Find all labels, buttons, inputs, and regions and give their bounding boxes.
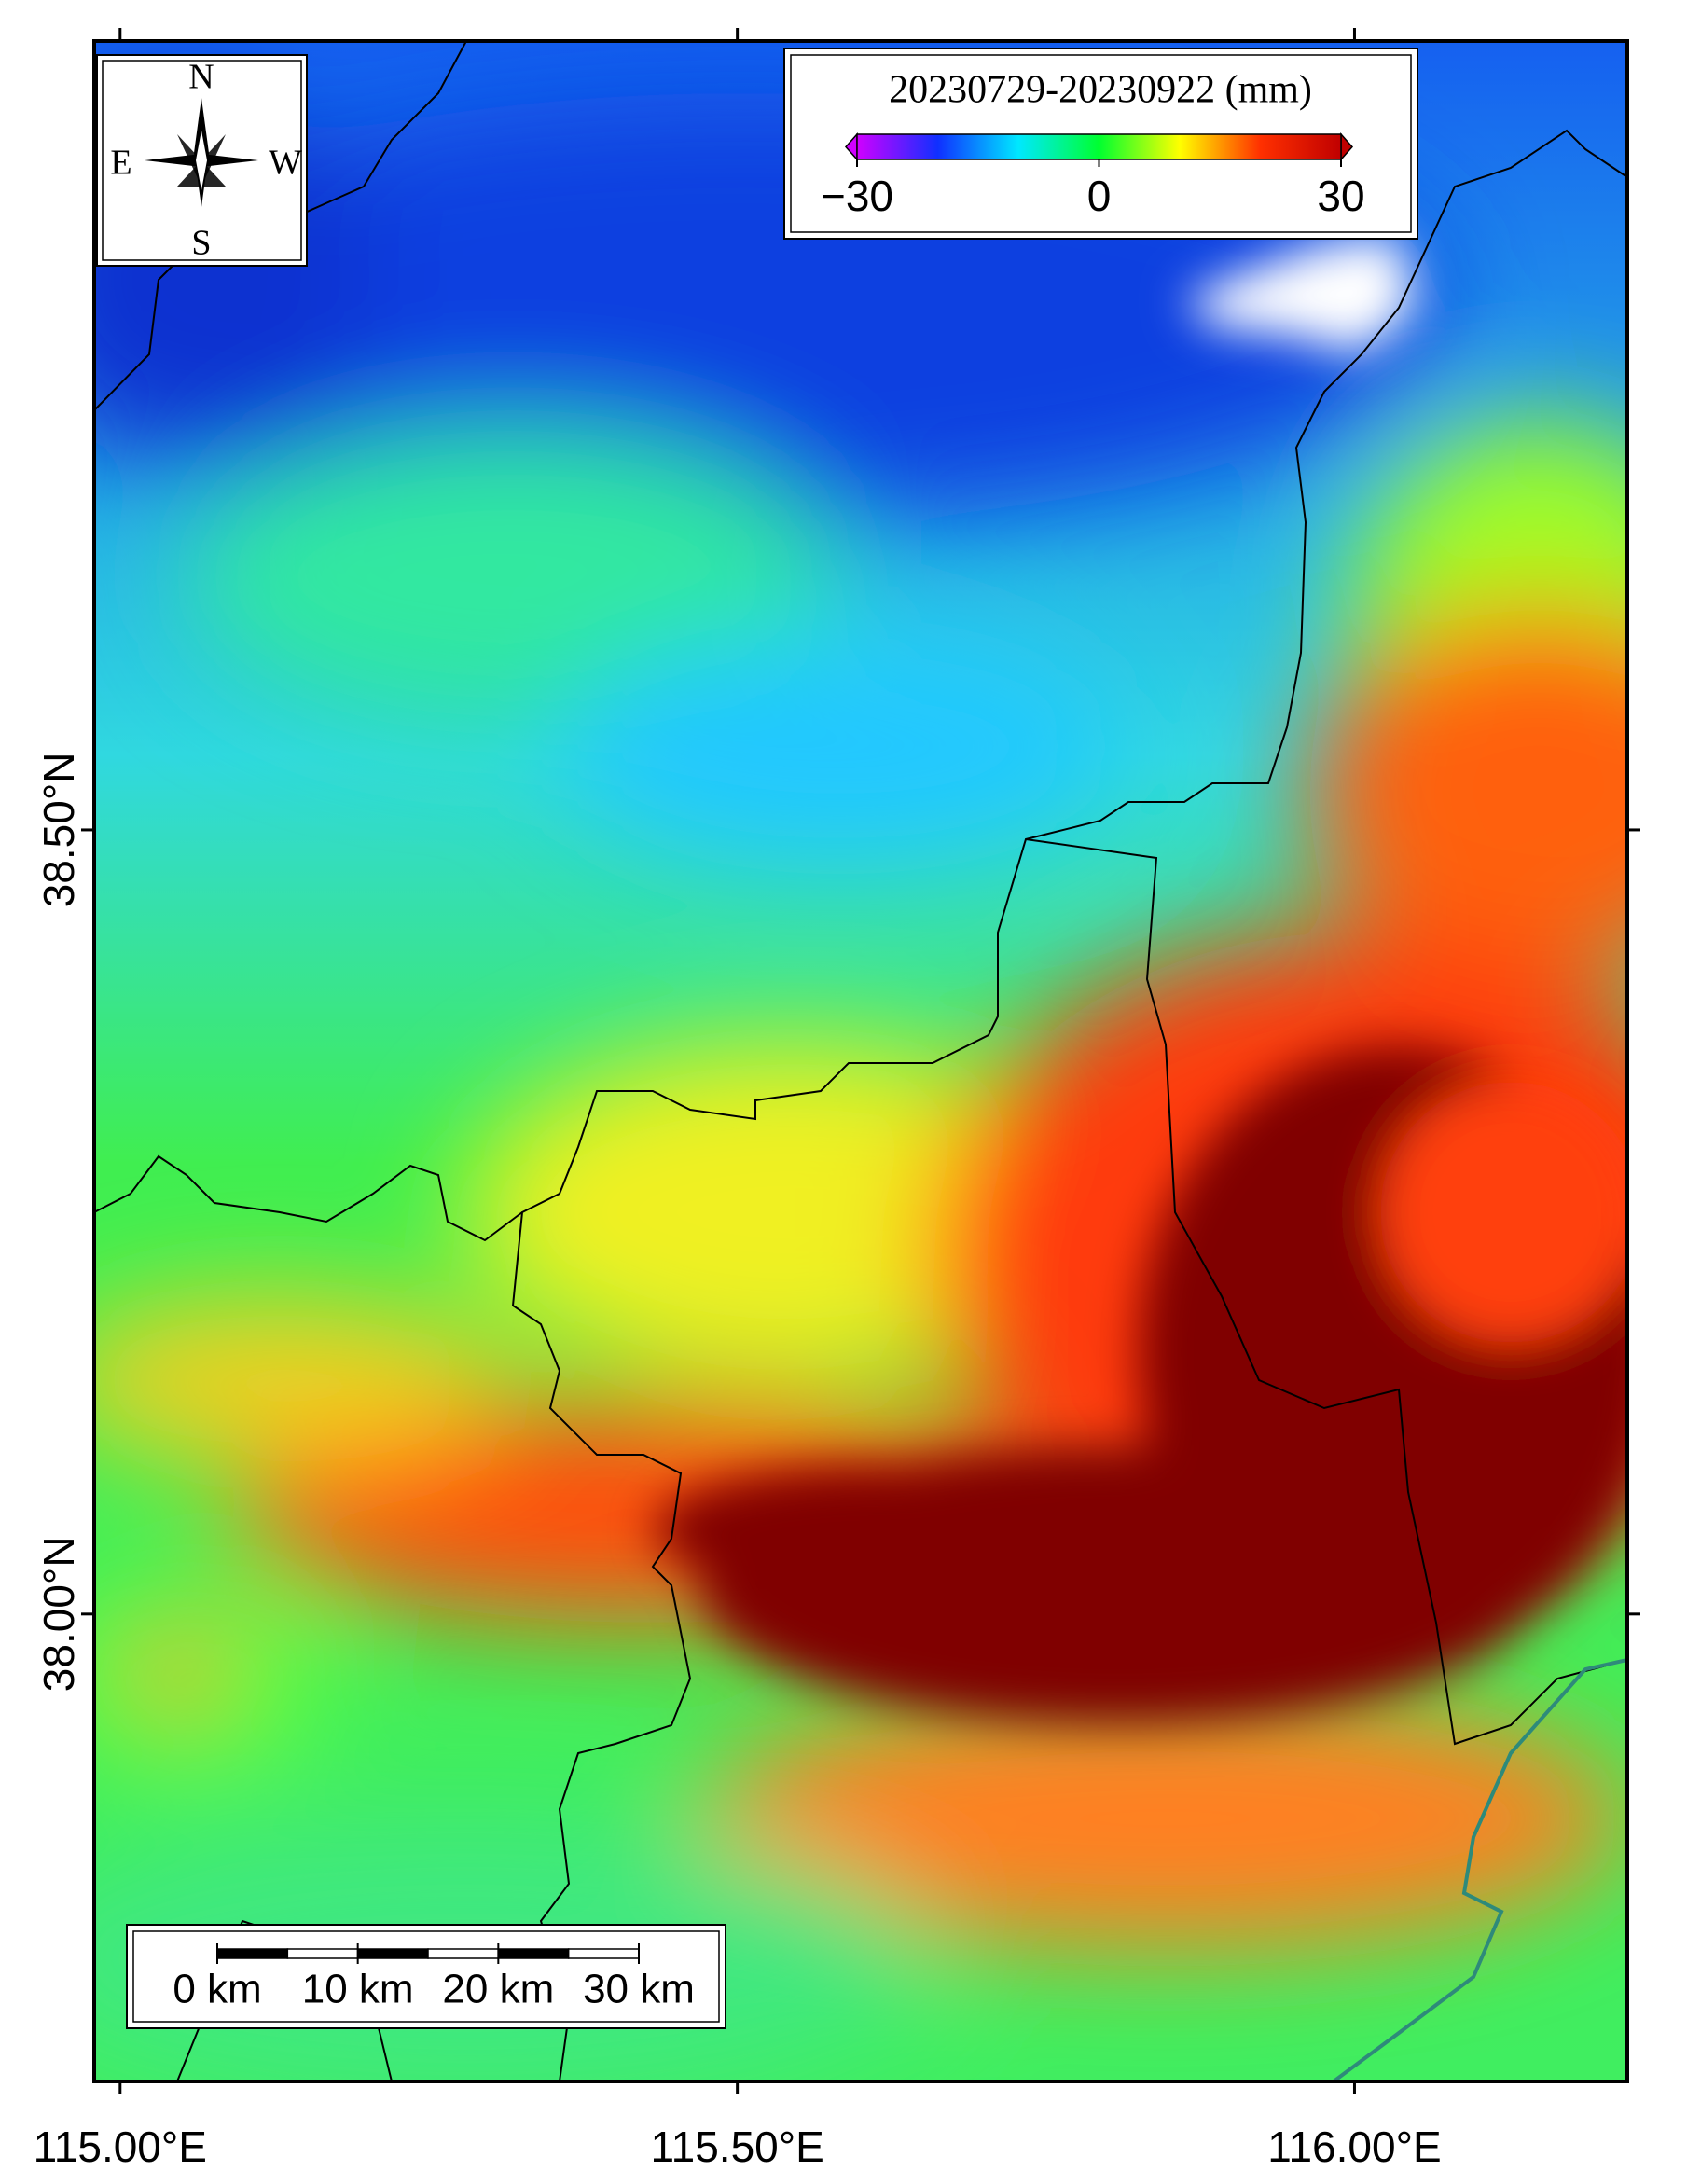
- colorbar-tick-label: −30: [821, 172, 893, 220]
- scale-bar-segment: [286, 1948, 359, 1959]
- scale-bar-label: 10 km: [302, 1967, 414, 2012]
- x-tick-label: 115.00°E: [34, 2122, 207, 2171]
- compass-south: S: [191, 224, 211, 263]
- compass-west: W: [269, 144, 302, 183]
- scale-bar-segment: [216, 1948, 289, 1959]
- y-tick-label: 38.50°N: [35, 753, 83, 908]
- scale-bar-segment: [427, 1948, 500, 1959]
- scale-bar-segment: [567, 1948, 640, 1959]
- raster: [94, 41, 1627, 2081]
- colorbar-title: 20230729-20230922 (mm): [889, 69, 1312, 112]
- x-tick-label: 116.00°E: [1267, 2122, 1441, 2171]
- y-tick-label: 38.00°N: [35, 1536, 83, 1692]
- compass-east: E: [110, 144, 131, 183]
- colorbar-ramp: [856, 133, 1342, 160]
- scale-bar-label: 30 km: [583, 1967, 695, 2012]
- map-frame: [92, 39, 1629, 2083]
- scale-bar-label: 0 km: [173, 1967, 261, 2012]
- colorbar: 20230729-20230922 (mm) −30 0 30: [783, 48, 1418, 240]
- scale-bar-segment: [356, 1948, 429, 1959]
- scale-bar: 0 km 10 km 20 km 30 km: [126, 1924, 726, 2029]
- scale-bar-label: 20 km: [442, 1967, 554, 2012]
- colorbar-tick-label: 0: [1087, 172, 1112, 220]
- compass-north: N: [188, 58, 214, 97]
- scale-bar-segment: [497, 1948, 570, 1959]
- compass: N E W S: [96, 54, 308, 267]
- x-tick-label: 115.50°E: [650, 2122, 823, 2171]
- colorbar-tick-label: 30: [1317, 172, 1364, 220]
